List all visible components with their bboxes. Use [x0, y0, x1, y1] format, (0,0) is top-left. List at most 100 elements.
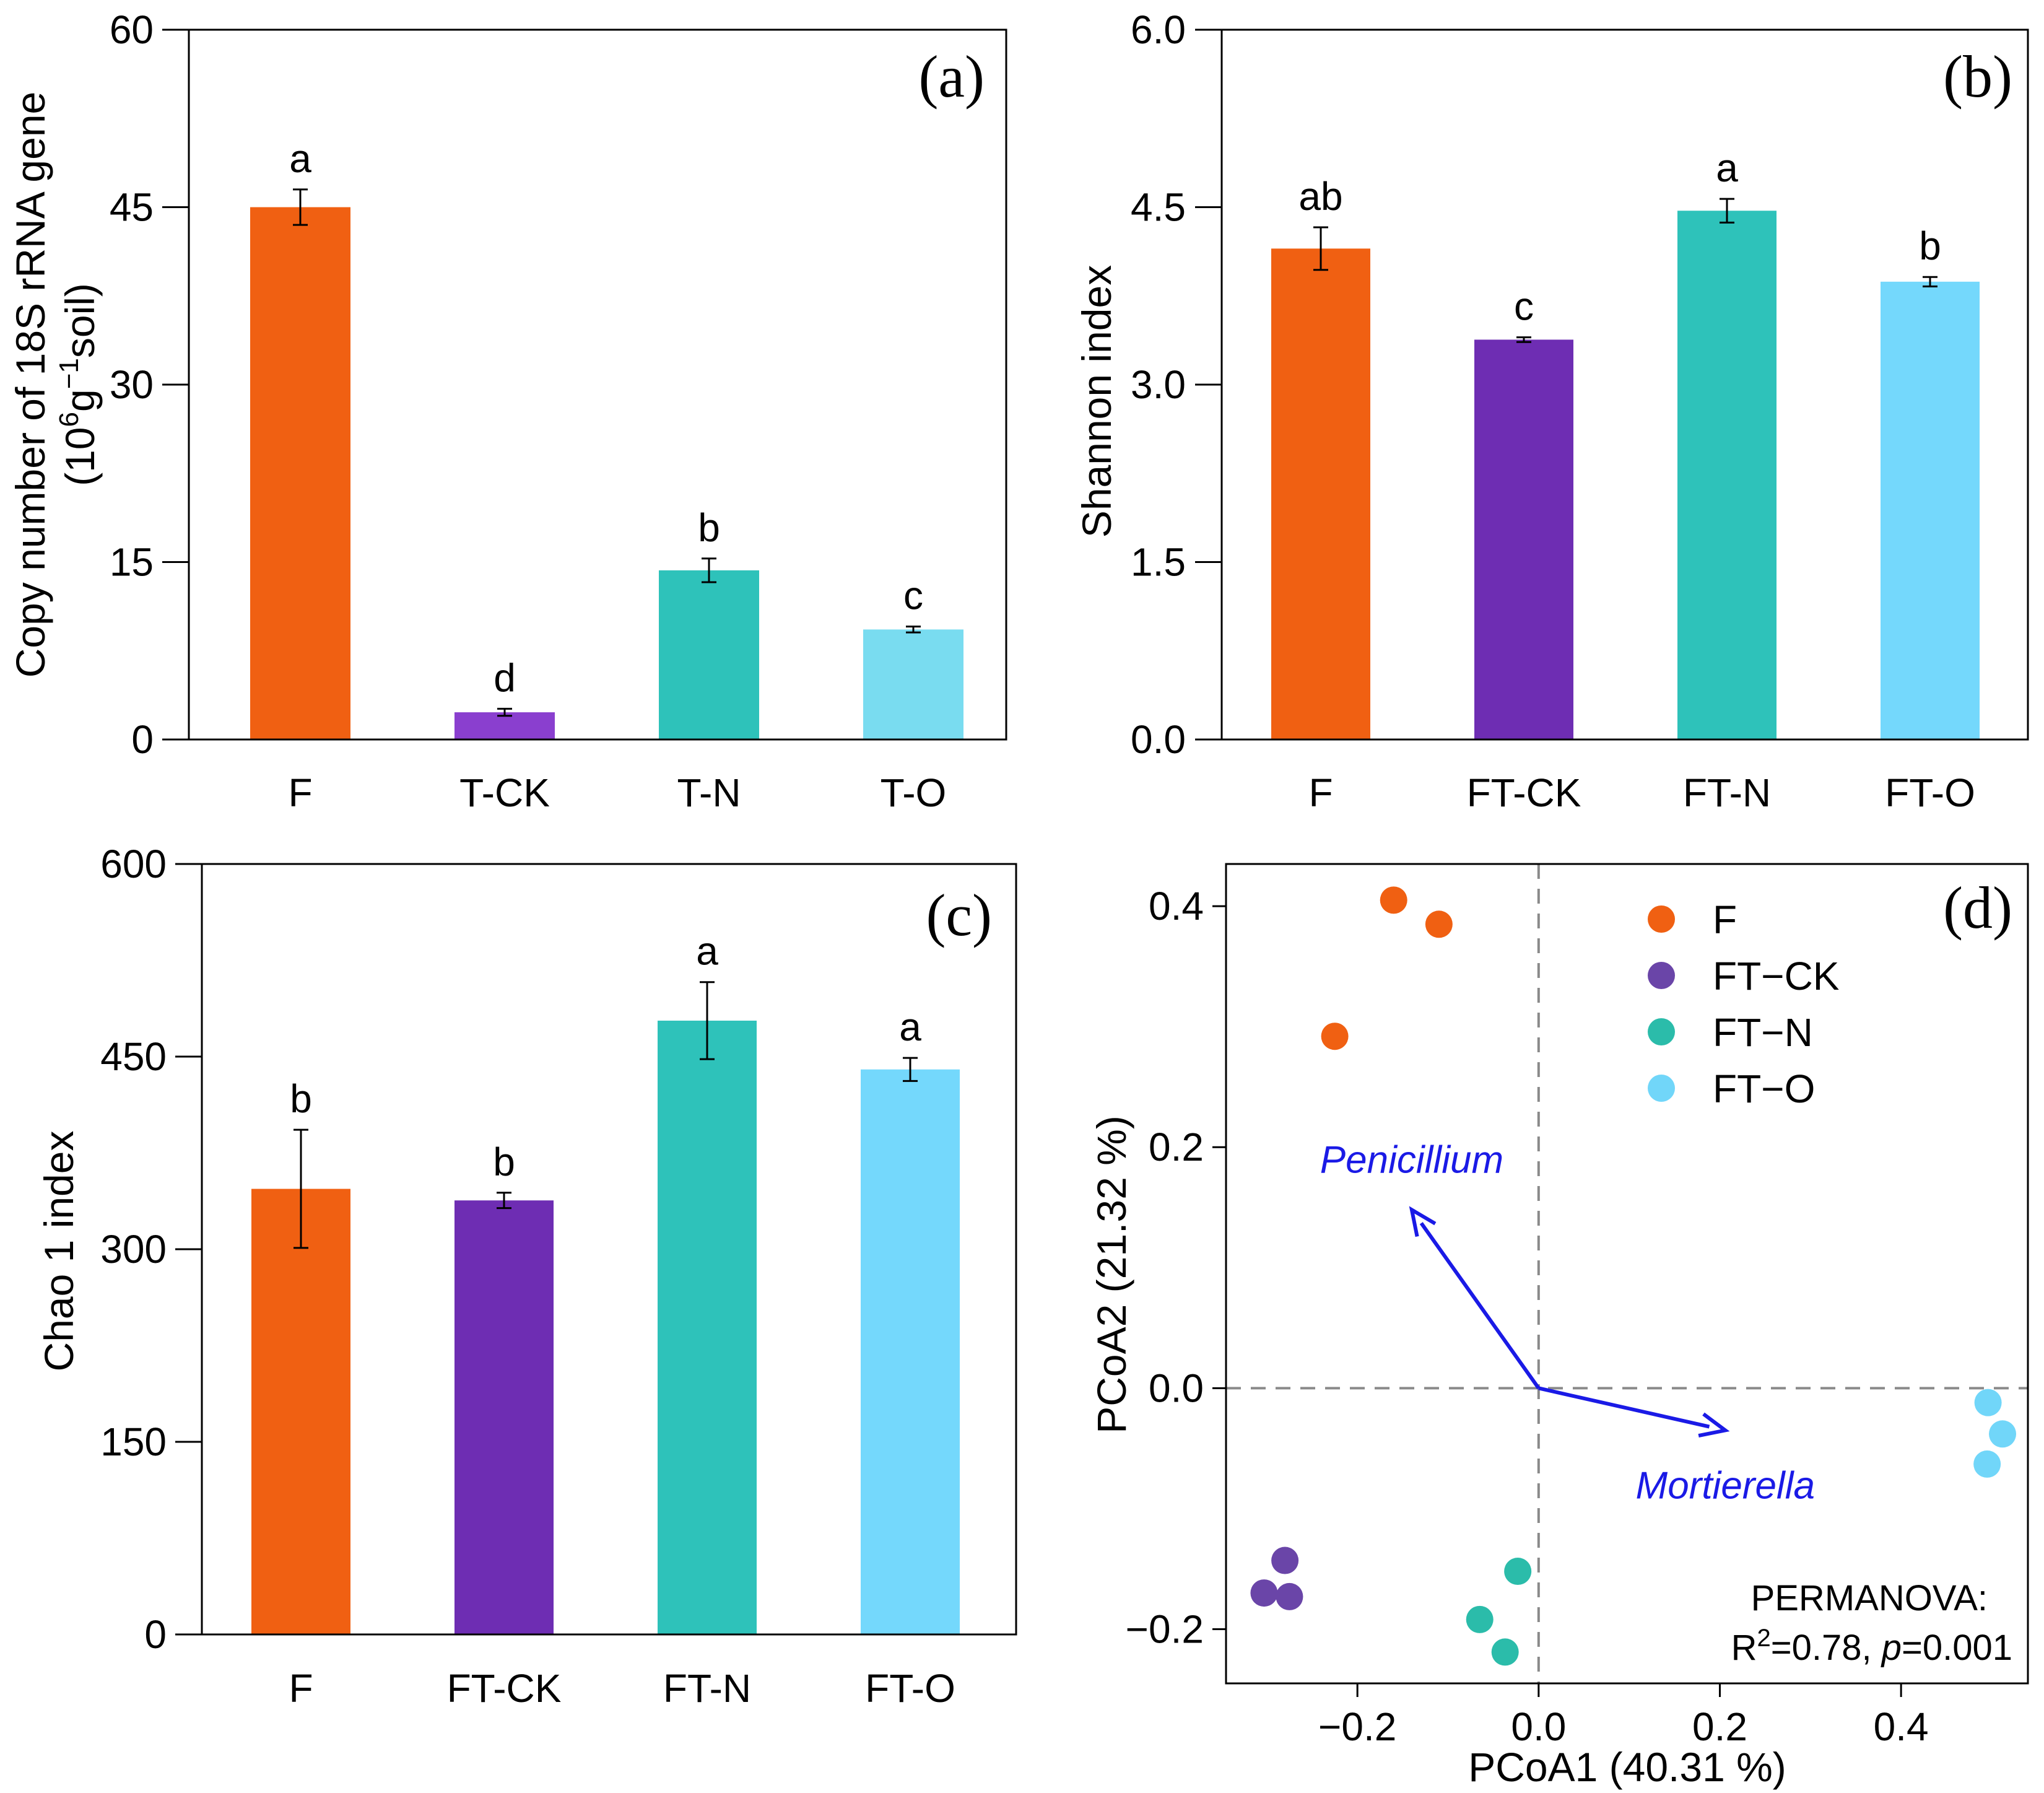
panel-a-significance-letters: a d b c [289, 136, 923, 700]
point-F [1321, 1023, 1349, 1050]
panel-c: b b a a 0 150 300 450 600 F FT-CK FT-N FT-O (c) Ch… [36, 842, 1017, 1711]
bar-F [250, 207, 350, 739]
significance-letter: c [1514, 284, 1534, 329]
panel-c-x-tick-labels: F FT-CK FT-N FT-O [289, 1666, 955, 1711]
bar-F [251, 1189, 350, 1634]
significance-letter: a [696, 929, 718, 974]
panel-c-y-ticks: 0 150 300 450 600 [100, 842, 202, 1657]
significance-letter: ab [1298, 174, 1342, 219]
y-tick-label: 600 [100, 842, 167, 886]
y-tick-label: 0.4 [1149, 884, 1204, 928]
x-tick-label: 0.2 [1692, 1704, 1747, 1749]
point-FT−N [1491, 1638, 1519, 1666]
legend-marker [1648, 905, 1675, 933]
y-tick-label: 450 [100, 1034, 167, 1079]
point-FT−O [1973, 1450, 2001, 1478]
panel-b-error-bars [1313, 198, 1937, 343]
panel-d-reference-lines [1226, 864, 2028, 1683]
arrow-mortierella-shaft [1538, 1386, 1710, 1429]
x-tick-label: T-CK [459, 770, 550, 815]
bar-F [1271, 248, 1370, 740]
arrow-mortierella-head [1698, 1412, 1730, 1438]
legend-label: F [1713, 897, 1737, 942]
panel-b-y-axis-label: Shannon index [1074, 265, 1120, 538]
y-tick-label: 300 [100, 1227, 167, 1272]
significance-letter: b [493, 1140, 515, 1184]
panel-c-label: (c) [926, 882, 992, 948]
panel-d-plot-frame [1225, 863, 2029, 1685]
bar-FT-N [1677, 211, 1777, 740]
x-tick-label: 0.0 [1511, 1704, 1566, 1749]
panel-b-label: (b) [1943, 43, 2012, 110]
legend-label: FT−N [1713, 1010, 1813, 1055]
panel-d-x-ticks: −0.2 0.0 0.2 0.4 [1318, 1683, 1929, 1749]
legend-marker [1648, 1018, 1675, 1045]
point-FT−CK [1250, 1579, 1278, 1607]
x-tick-label: FT-O [865, 1666, 955, 1711]
y-tick-label: −0.2 [1126, 1607, 1204, 1651]
y-tick-label: 150 [100, 1420, 167, 1464]
panel-d: Penicillium Mortierella −0.2 0.0 0.2 0.4 −0.… [1089, 863, 2029, 1790]
y-tick-label: 60 [110, 7, 154, 52]
bar-T-O [863, 629, 963, 739]
significance-letter: c [903, 574, 923, 618]
y-tick-label: 0 [131, 717, 154, 762]
point-FT−CK [1276, 1582, 1303, 1610]
significance-letter: b [290, 1076, 312, 1121]
x-tick-label: FT-O [1885, 770, 1975, 815]
point-FT−N [1504, 1558, 1532, 1586]
legend-label: FT−O [1713, 1067, 1815, 1111]
panel-d-label: (d) [1943, 875, 2012, 941]
panel-a-x-tick-labels: F T-CK T-N T-O [288, 770, 946, 815]
panel-d-points [1250, 886, 2017, 1666]
point-F [1425, 910, 1453, 938]
panel-c-bars [251, 1020, 960, 1634]
panel-d-y-ticks: −0.2 0.0 0.2 0.4 [1126, 884, 1226, 1651]
panel-d-y-axis-label: PCoA2 (21.32 %) [1089, 1115, 1134, 1434]
panel-d-legend: F FT−CK FT−N FT−O [1648, 897, 1839, 1111]
panel-c-error-bars [294, 981, 918, 1249]
panel-b-plot-frame [1220, 28, 2029, 741]
panel-c-significance-letters: b b a a [290, 929, 921, 1184]
panel-a-y-axis-unit: (106g−1soil) [54, 283, 103, 486]
point-FT−O [1989, 1420, 2017, 1448]
y-tick-label: 30 [110, 362, 154, 407]
y-tick-label: 0.0 [1149, 1366, 1204, 1410]
permanova-stats: R2=0.78, p=0.001 [1731, 1625, 2012, 1668]
arrow-label-mortierella: Mortierella [1636, 1464, 1815, 1507]
panel-a-y-axis-label: Copy number of 18S rRNA gene [7, 92, 53, 678]
significance-letter: b [698, 505, 720, 550]
y-tick-label: 0.2 [1149, 1125, 1204, 1169]
panel-a-error-bars [293, 188, 921, 717]
x-tick-label: FT-N [663, 1666, 751, 1711]
point-F [1380, 886, 1407, 914]
y-tick-label: 15 [110, 540, 154, 585]
panel-d-x-axis-label: PCoA1 (40.31 %) [1468, 1744, 1786, 1790]
significance-letter: a [1716, 146, 1738, 190]
bar-FT-CK [1474, 339, 1573, 739]
panel-a-plot-frame [188, 28, 1007, 741]
point-FT−N [1466, 1605, 1494, 1633]
significance-letter: a [899, 1005, 921, 1049]
significance-letter: d [494, 655, 516, 700]
bar-T-N [659, 570, 759, 739]
y-tick-label: 45 [110, 185, 154, 230]
significance-letter: b [1919, 224, 1941, 268]
arrow-penicillium-head [1409, 1206, 1437, 1237]
y-tick-label: 3.0 [1131, 362, 1186, 407]
bar-FT-N [658, 1020, 757, 1634]
x-tick-label: 0.4 [1874, 1704, 1929, 1749]
legend-marker [1648, 962, 1675, 989]
x-tick-label: F [289, 1666, 313, 1711]
panel-c-y-axis-label: Chao 1 index [36, 1131, 82, 1372]
arrow-penicillium-shaft [1419, 1222, 1541, 1390]
y-tick-label: 0 [144, 1612, 167, 1657]
panel-d-taxon-arrows: Penicillium Mortierella [1320, 1138, 1815, 1507]
x-tick-label: F [288, 770, 312, 815]
legend-label: FT−CK [1713, 954, 1839, 998]
x-tick-label: FT-CK [1467, 770, 1581, 815]
significance-letter: a [289, 136, 311, 181]
